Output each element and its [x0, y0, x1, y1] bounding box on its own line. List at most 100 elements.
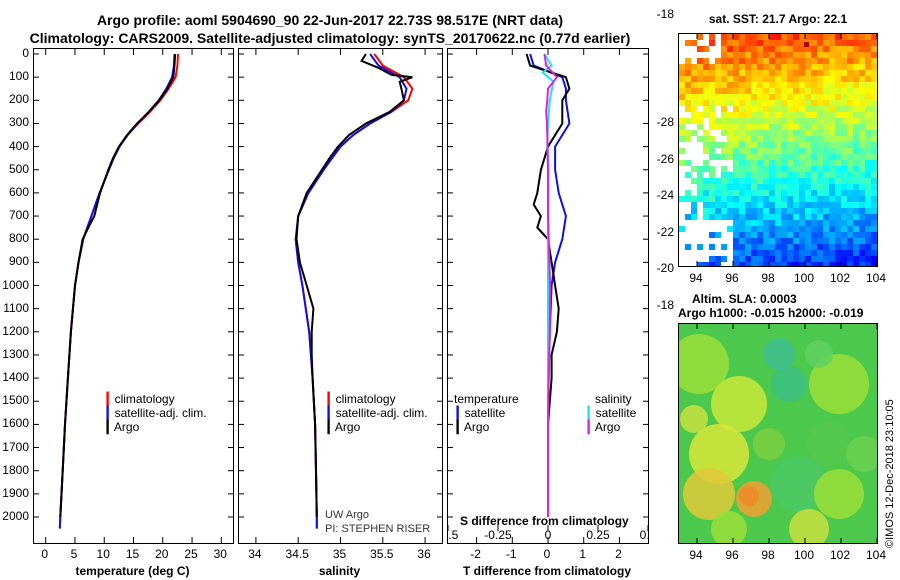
sst-cell — [871, 76, 877, 82]
sst-cell — [697, 172, 703, 178]
sst-cell — [799, 124, 805, 130]
sst-cell — [847, 166, 853, 172]
sst-cell — [841, 178, 847, 184]
sst-cell — [739, 40, 745, 46]
sst-cell — [871, 160, 877, 166]
sst-cell — [793, 256, 799, 262]
sst-cell — [811, 172, 817, 178]
sst-cell — [811, 178, 817, 184]
sst-cell — [811, 64, 817, 70]
sst-cell — [799, 220, 805, 226]
sst-cell — [775, 208, 781, 214]
sst-cell — [757, 58, 763, 64]
sst-cell — [811, 196, 817, 202]
legend-item-sal-argo: ┃ Argo — [585, 420, 621, 434]
sst-cell — [811, 238, 817, 244]
sst-cell — [679, 70, 685, 76]
sst-cell — [805, 232, 811, 238]
sst-cell — [757, 220, 763, 226]
sst-cell — [811, 154, 817, 160]
sst-cell — [745, 118, 751, 124]
sst-cell — [751, 34, 757, 40]
sst-cell — [823, 100, 829, 106]
sst-cell — [757, 142, 763, 148]
sst-cell — [769, 52, 775, 58]
sst-cell — [805, 202, 811, 208]
sst-cell — [835, 130, 841, 136]
sst-cell — [865, 52, 871, 58]
sst-cell — [811, 58, 817, 64]
sst-cell — [835, 262, 841, 266]
sst-cell — [781, 202, 787, 208]
sst-cell — [835, 124, 841, 130]
sst-cell — [859, 94, 865, 100]
sst-cell — [823, 70, 829, 76]
sst-cell — [703, 142, 709, 148]
sst-cell — [709, 118, 715, 124]
sst-cell — [721, 166, 727, 172]
sst-cell — [769, 58, 775, 64]
sst-cell — [685, 58, 691, 64]
sst-cell — [853, 214, 859, 220]
sst-cell — [685, 172, 691, 178]
sst-cell — [721, 94, 727, 100]
sst-cell — [757, 34, 763, 40]
sst-cell — [793, 244, 799, 250]
sst-cell — [811, 202, 817, 208]
sst-cell — [811, 160, 817, 166]
sst-cell — [709, 178, 715, 184]
sst-cell — [763, 58, 769, 64]
sst-cell — [871, 220, 877, 226]
sst-cell — [781, 190, 787, 196]
sst-cell — [817, 166, 823, 172]
sst-cell — [865, 82, 871, 88]
sst-cell — [739, 262, 745, 266]
sst-cell — [799, 64, 805, 70]
sst-cell — [703, 46, 709, 52]
sst-cell — [769, 34, 775, 40]
sst-cell — [829, 214, 835, 220]
sst-cell — [823, 238, 829, 244]
sst-cell — [835, 208, 841, 214]
sst-cell — [799, 250, 805, 256]
sst-cell — [685, 244, 691, 250]
legend-item-climatology: ┃ climatology — [104, 392, 175, 406]
s-difference-label: S difference from climatology — [460, 514, 629, 528]
sst-cell — [739, 244, 745, 250]
sst-cell — [811, 106, 817, 112]
sst-cell — [769, 190, 775, 196]
sst-cell — [847, 64, 853, 70]
sst-cell — [823, 172, 829, 178]
series-line-satellite-adj--clim- — [58, 53, 176, 529]
sla-blob — [807, 422, 851, 466]
sst-cell — [841, 244, 847, 250]
sst-cell — [745, 178, 751, 184]
sst-cell — [769, 214, 775, 220]
sst-cell — [835, 58, 841, 64]
sst-cell — [781, 262, 787, 266]
sst-cell — [829, 262, 835, 266]
difference-xlabel: T difference from climatology — [462, 564, 632, 578]
sst-cell — [817, 52, 823, 58]
sst-cell — [793, 226, 799, 232]
x-tick-label: 30 — [213, 547, 227, 561]
sst-cell — [853, 100, 859, 106]
sst-cell — [691, 130, 697, 136]
sst-cell — [691, 112, 697, 118]
sst-cell — [793, 172, 799, 178]
sst-cell — [853, 46, 859, 52]
sst-cell — [841, 124, 847, 130]
sst-cell — [769, 88, 775, 94]
sst-cell — [847, 250, 853, 256]
sst-cell — [757, 148, 763, 154]
sst-cell — [745, 82, 751, 88]
sst-cell — [769, 208, 775, 214]
sst-cell — [871, 88, 877, 94]
sst-cell — [835, 64, 841, 70]
sst-cell — [781, 64, 787, 70]
sst-cell — [769, 262, 775, 266]
sst-cell — [763, 238, 769, 244]
sst-cell — [787, 196, 793, 202]
sst-cell — [739, 220, 745, 226]
sst-cell — [697, 46, 703, 52]
